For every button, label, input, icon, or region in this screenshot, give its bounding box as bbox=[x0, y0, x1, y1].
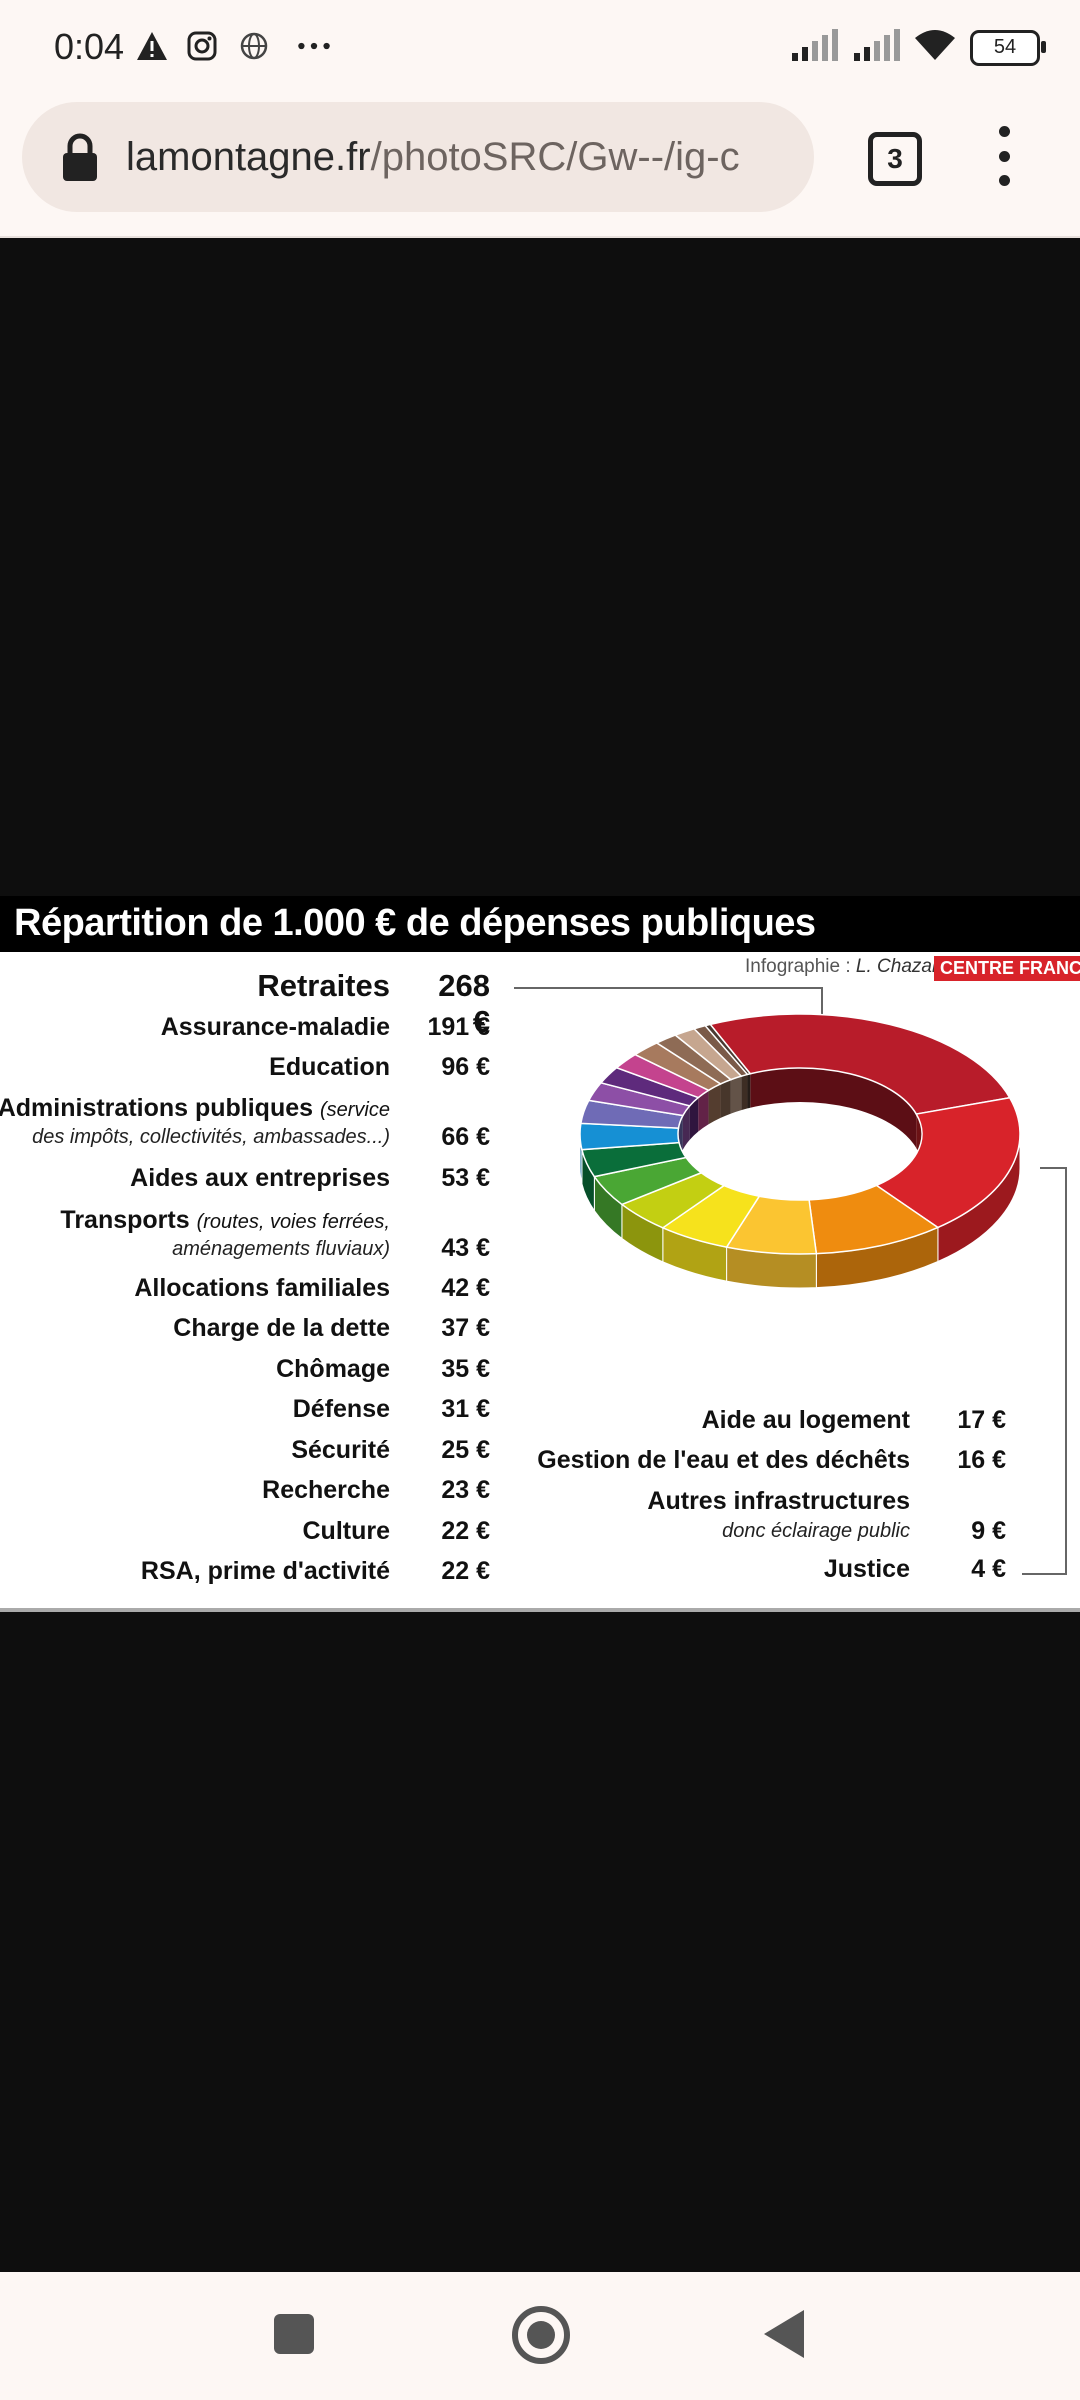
legend-value: 31 € bbox=[441, 1395, 490, 1423]
legend-label-note: (service bbox=[319, 1099, 390, 1121]
legend-label: Education bbox=[269, 1053, 390, 1081]
legend-label: Sécurité bbox=[291, 1436, 390, 1464]
legend-label: Retraites bbox=[257, 968, 390, 1003]
signal-icon bbox=[790, 29, 838, 66]
leader-lines bbox=[514, 987, 1067, 1575]
legend-label-main: Administrations publiques bbox=[0, 1094, 314, 1122]
legend-value: 53 € bbox=[441, 1164, 490, 1192]
battery-icon: 54 bbox=[970, 29, 1046, 66]
legend-value: 17 € bbox=[957, 1406, 1006, 1434]
donut-slice-inner bbox=[682, 1105, 690, 1150]
legend-label-note: (routes, voies ferrées, bbox=[196, 1211, 390, 1233]
donut-slice bbox=[708, 1013, 1011, 1115]
donut-slice-inner bbox=[708, 1083, 721, 1125]
url-text[interactable]: lamontagne.fr/photoSRC/Gw--/ig-c bbox=[126, 135, 806, 180]
infographic: Répartition de 1.000 € de dépenses publi… bbox=[0, 896, 1080, 1612]
legend-label: Assurance-maladie bbox=[160, 1013, 390, 1041]
address-bar[interactable]: lamontagne.fr/photoSRC/Gw--/ig-c bbox=[22, 102, 814, 212]
home-button[interactable] bbox=[512, 2306, 570, 2364]
infographic-title-bar: Répartition de 1.000 € de dépenses publi… bbox=[0, 896, 1080, 952]
legend-value: 9 € bbox=[971, 1517, 1006, 1545]
instagram-icon bbox=[184, 28, 220, 64]
legend-label: Recherche bbox=[262, 1476, 390, 1504]
legend-label: Transports (routes, voies ferrées, bbox=[60, 1206, 390, 1235]
more-icon bbox=[296, 28, 332, 64]
legend-value: 35 € bbox=[441, 1355, 490, 1383]
credit-author: L. Chazal bbox=[855, 956, 937, 977]
legend-value: 43 € bbox=[441, 1234, 490, 1262]
legend-label: Autres infrastructures bbox=[647, 1487, 910, 1515]
credit: Infographie : L. Chazal bbox=[745, 956, 936, 978]
legend-label: Chômage bbox=[276, 1355, 390, 1383]
legend-label: Charge de la dette bbox=[173, 1314, 390, 1342]
donut-slice bbox=[703, 1023, 752, 1076]
legend-value: 66 € bbox=[441, 1123, 490, 1151]
legend-label: Justice bbox=[823, 1555, 910, 1583]
legend-label: Défense bbox=[292, 1395, 390, 1423]
legend-value: 16 € bbox=[957, 1446, 1006, 1474]
status-time: 0:04 bbox=[54, 26, 125, 67]
system-nav-bar bbox=[0, 2272, 1080, 2400]
lock-icon bbox=[63, 133, 97, 181]
legend-label: Aides aux entreprises bbox=[130, 1164, 390, 1192]
legend-subtext: des impôts, collectivités, ambassades...… bbox=[32, 1126, 390, 1148]
url-host: lamontagne.fr bbox=[126, 134, 371, 179]
signal-icon bbox=[852, 29, 900, 66]
credit-prefix: Infographie : bbox=[745, 956, 856, 977]
legend-value: 96 € bbox=[441, 1053, 490, 1081]
legend-label-main: Transports bbox=[60, 1206, 190, 1234]
legend-value: 23 € bbox=[441, 1476, 490, 1504]
legend-subtext: aménagements fluviaux) bbox=[172, 1238, 390, 1260]
tab-switcher-button[interactable]: 3 bbox=[868, 132, 922, 186]
brand-badge: CENTRE FRANCE bbox=[934, 956, 1080, 981]
legend-label: Administrations publiques (service bbox=[0, 1094, 390, 1123]
browser-toolbar: lamontagne.fr/photoSRC/Gw--/ig-c 3 bbox=[0, 96, 1080, 238]
back-button[interactable] bbox=[764, 2310, 804, 2358]
donut-slice-inner bbox=[747, 1073, 751, 1109]
donut-slice-inner bbox=[698, 1090, 709, 1132]
donut-slice bbox=[874, 1096, 1021, 1229]
legend-value: 191 € bbox=[427, 1013, 490, 1041]
legend-label: Allocations familiales bbox=[134, 1274, 390, 1302]
legend-value: 25 € bbox=[441, 1436, 490, 1464]
donut-chart bbox=[579, 1013, 1021, 1289]
legend-label: Aide au logement bbox=[701, 1406, 910, 1434]
donut-slice-inner bbox=[750, 1068, 917, 1149]
wifi-icon bbox=[914, 28, 956, 67]
legend-label: Culture bbox=[302, 1517, 391, 1545]
donut-slice-inner bbox=[741, 1074, 748, 1111]
donut-slice-inner bbox=[730, 1076, 742, 1114]
legend-value: 42 € bbox=[441, 1274, 490, 1302]
donut-slice-inner bbox=[720, 1079, 731, 1118]
legend-subtext: donc éclairage public bbox=[722, 1520, 910, 1542]
legend-value: 37 € bbox=[441, 1314, 490, 1342]
url-path: /photoSRC/Gw--/ig-c bbox=[370, 134, 740, 179]
legend-label: RSA, prime d'activité bbox=[140, 1557, 390, 1585]
legend-label: Gestion de l'eau et des déchêts bbox=[537, 1446, 910, 1474]
legend-value: 22 € bbox=[441, 1557, 490, 1585]
donut-slice-inner bbox=[689, 1097, 699, 1140]
legend-value: 4 € bbox=[971, 1555, 1006, 1583]
browser-menu-button[interactable] bbox=[984, 126, 1024, 186]
legend-value: 268 € bbox=[438, 968, 490, 1039]
legend-value: 22 € bbox=[441, 1517, 490, 1545]
globe-icon bbox=[236, 28, 272, 64]
recent-apps-button[interactable] bbox=[274, 2314, 314, 2354]
alert-icon bbox=[134, 28, 170, 64]
infographic-title: Répartition de 1.000 € de dépenses publi… bbox=[14, 902, 816, 944]
status-bar: 0:04 54 bbox=[0, 0, 1080, 96]
